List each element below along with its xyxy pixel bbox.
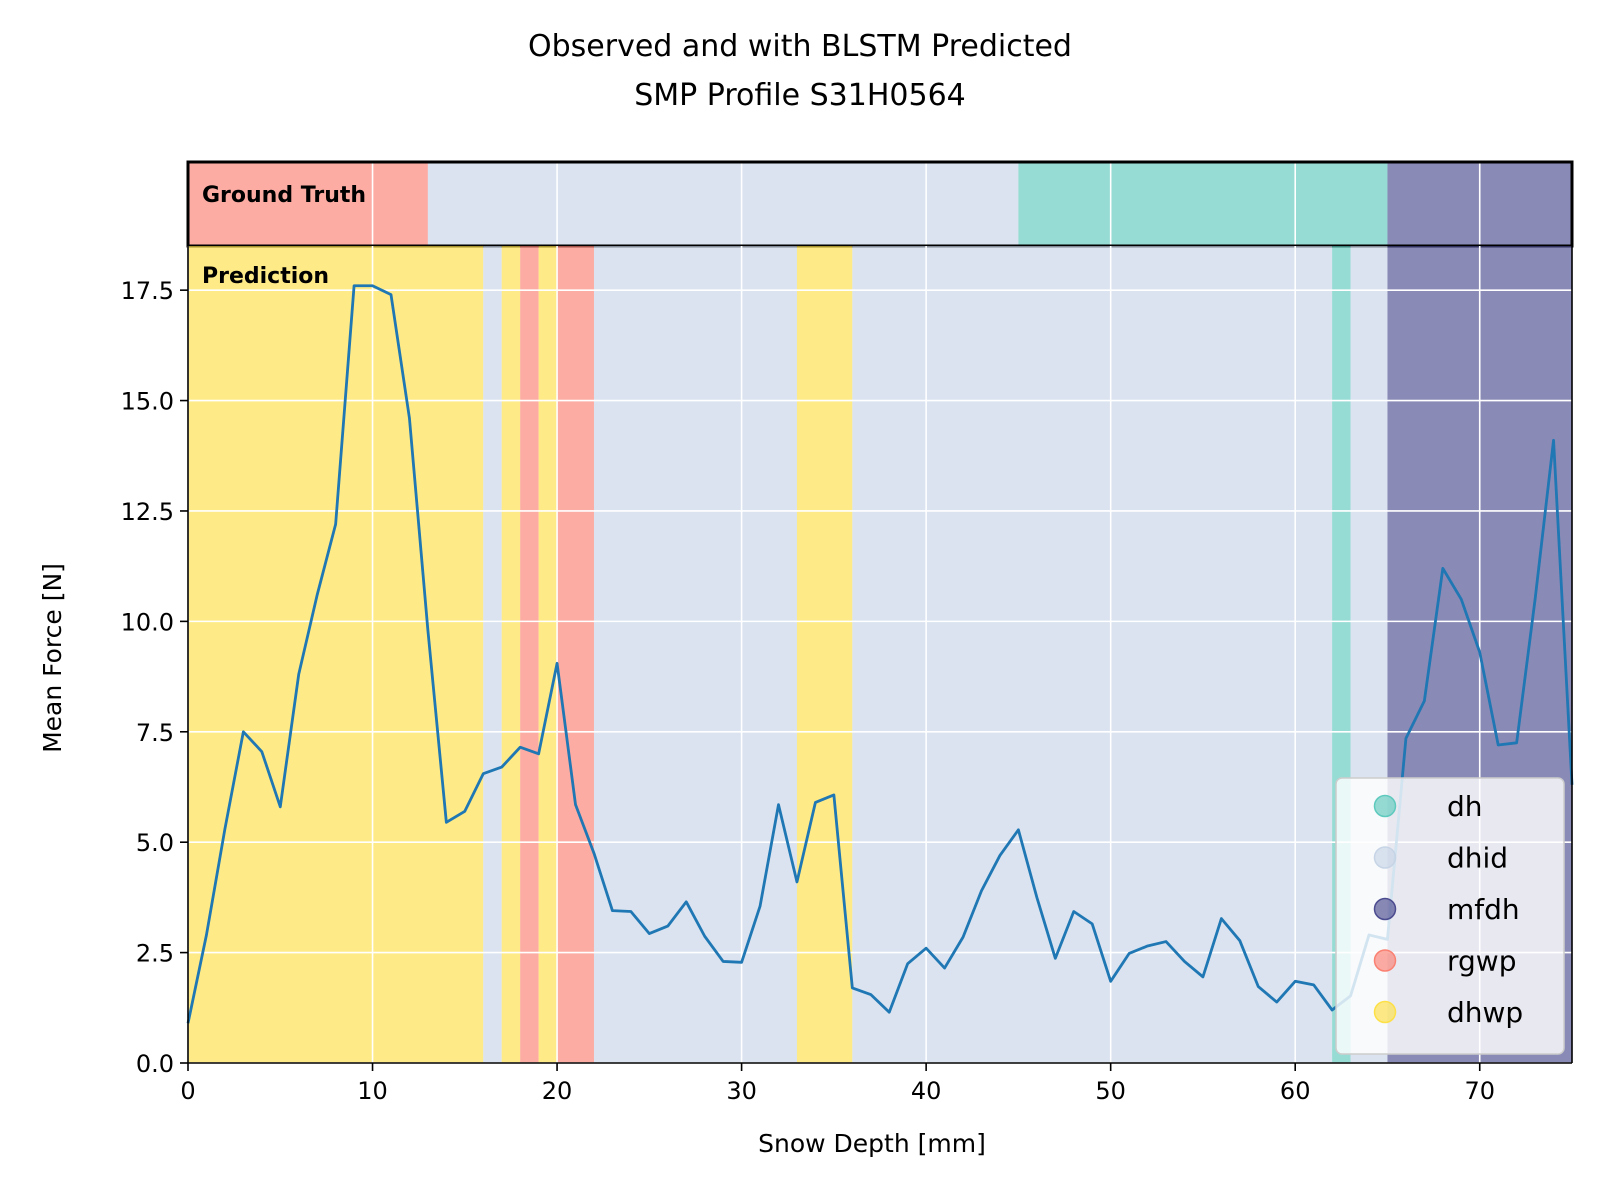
y-tick-label: 12.5 — [121, 498, 174, 526]
chart-title-line1: Observed and with BLSTM Predicted — [528, 29, 1072, 64]
y-tick-label: 5.0 — [136, 829, 174, 857]
x-tick-label: 60 — [1280, 1077, 1311, 1105]
y-tick-label: 2.5 — [136, 940, 174, 968]
legend-marker-dhid — [1373, 846, 1397, 869]
legend-marker-dh — [1373, 794, 1397, 818]
y-tick-label: 0.0 — [136, 1050, 174, 1078]
legend-label-dh: dh — [1447, 790, 1483, 823]
prediction-segment-dhwp — [188, 246, 484, 1063]
prediction-segment-dhwp — [501, 246, 521, 1063]
x-tick-label: 30 — [726, 1077, 757, 1105]
legend-label-rgwp: rgwp — [1447, 945, 1516, 978]
chart-title-line2: SMP Profile S31H0564 — [634, 78, 966, 113]
y-tick-label: 17.5 — [121, 277, 174, 305]
legend-box — [1335, 777, 1565, 1055]
prediction-plot: Prediction 0 10 20 30 40 50 60 70 0.0 2.5 5.0 7.5 10.… — [121, 246, 1574, 1105]
x-axis-label: Snow Depth [mm] — [758, 1129, 986, 1158]
y-tick-label: 7.5 — [136, 719, 174, 747]
prediction-segment-rgwp — [520, 246, 539, 1063]
prediction-segment-dhwp — [796, 246, 853, 1063]
prediction-segment-rgwp — [557, 246, 594, 1063]
x-tick-label: 0 — [180, 1077, 195, 1105]
ground-truth-segment-rgwp — [188, 162, 428, 246]
y-tick-label: 10.0 — [121, 608, 174, 636]
prediction-segment-dhid — [483, 246, 502, 1063]
ground-truth-label: Ground Truth — [202, 183, 366, 208]
ground-truth-segment-dh — [1018, 162, 1388, 246]
x-tick-label: 50 — [1095, 1077, 1126, 1105]
x-tick-label: 70 — [1464, 1077, 1495, 1105]
prediction-label: Prediction — [202, 264, 329, 289]
x-tick-label: 20 — [542, 1077, 573, 1105]
legend-label-dhid: dhid — [1447, 842, 1508, 875]
prediction-segment-dhid — [593, 246, 797, 1063]
x-tick-label: 40 — [911, 1077, 942, 1105]
legend-label-mfdh: mfdh — [1447, 893, 1520, 926]
legend-marker-mfdh — [1373, 897, 1397, 921]
x-tick-label: 10 — [357, 1077, 388, 1105]
y-tick-label: 15.0 — [121, 388, 174, 416]
ground-truth-panel: Ground Truth — [186, 160, 1574, 248]
prediction-segment-dhwp — [538, 246, 558, 1063]
legend: dh dhid mfdh rgwp dhwp — [1335, 777, 1565, 1055]
prediction-segment-dhid — [852, 246, 1333, 1063]
y-axis-label: Mean Force [N] — [38, 563, 67, 753]
ground-truth-segment-dhid — [427, 162, 1019, 246]
legend-marker-dhwp — [1373, 1000, 1397, 1024]
legend-label-dhwp: dhwp — [1447, 996, 1523, 1029]
legend-marker-rgwp — [1373, 949, 1397, 972]
